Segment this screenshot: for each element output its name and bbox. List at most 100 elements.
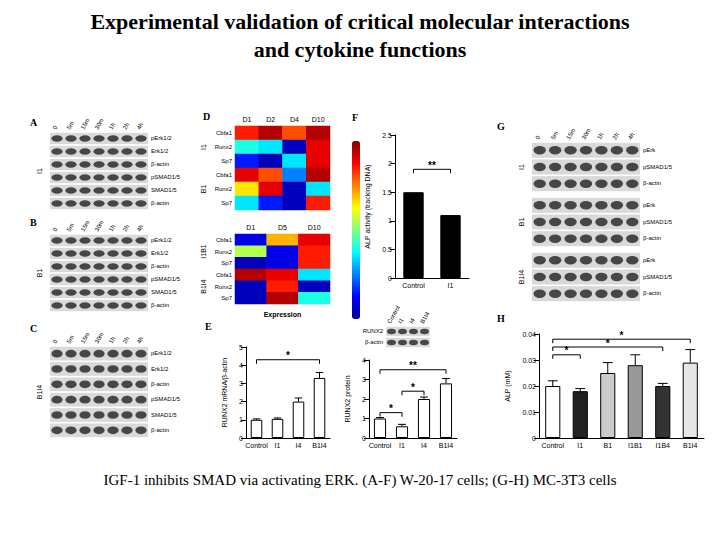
svg-text:Sp7: Sp7 [221, 200, 232, 206]
svg-text:D4: D4 [290, 116, 299, 123]
svg-text:β-actin: β-actin [151, 302, 169, 308]
svg-text:D10: D10 [308, 224, 321, 231]
svg-text:*: * [286, 350, 290, 361]
svg-text:I1: I1 [397, 317, 405, 325]
svg-text:0: 0 [52, 226, 59, 232]
svg-text:2.5: 2.5 [382, 132, 392, 139]
svg-text:0: 0 [388, 275, 392, 282]
svg-text:4h: 4h [136, 122, 145, 131]
svg-text:1: 1 [362, 415, 366, 422]
svg-text:Cbfa1: Cbfa1 [216, 172, 233, 178]
svg-text:I1: I1 [275, 442, 281, 449]
svg-text:4: 4 [239, 362, 243, 369]
svg-text:2h: 2h [612, 132, 621, 141]
svg-text:Runx2: Runx2 [215, 144, 233, 150]
svg-text:0.02: 0.02 [522, 383, 536, 390]
svg-text:15m: 15m [80, 219, 91, 232]
svg-text:Runx2: Runx2 [215, 186, 233, 192]
svg-text:pSMAD1/5: pSMAD1/5 [643, 274, 673, 280]
svg-text:0.03: 0.03 [522, 357, 536, 364]
svg-text:4h: 4h [136, 336, 145, 345]
svg-text:15m: 15m [565, 127, 576, 140]
svg-text:Erk1/2: Erk1/2 [151, 148, 169, 154]
svg-text:15m: 15m [80, 117, 91, 130]
svg-text:4h: 4h [627, 132, 636, 141]
svg-text:3: 3 [239, 380, 243, 387]
svg-text:30m: 30m [94, 331, 105, 344]
svg-text:E: E [205, 321, 212, 332]
svg-text:*: * [389, 403, 393, 414]
svg-text:B1I4: B1I4 [36, 385, 43, 400]
svg-text:B1I4: B1I4 [200, 279, 207, 294]
svg-text:3: 3 [362, 376, 366, 383]
svg-text:β-actin: β-actin [151, 427, 169, 433]
svg-text:0: 0 [52, 338, 59, 344]
svg-text:ALP activity (tracking DNA): ALP activity (tracking DNA) [364, 164, 372, 248]
svg-text:2h: 2h [122, 224, 131, 233]
svg-text:0: 0 [239, 435, 243, 442]
svg-text:Control: Control [369, 442, 392, 449]
svg-text:1h: 1h [108, 122, 117, 131]
svg-text:pSMAD1/5: pSMAD1/5 [151, 396, 181, 402]
svg-text:5m: 5m [66, 120, 75, 130]
svg-text:30m: 30m [94, 219, 105, 232]
svg-text:H: H [497, 313, 505, 324]
svg-text:pErk: pErk [643, 147, 656, 153]
svg-text:*: * [620, 330, 624, 341]
svg-text:C: C [30, 323, 37, 334]
svg-text:B1: B1 [200, 185, 207, 194]
svg-text:1h: 1h [596, 132, 605, 141]
svg-text:B1: B1 [518, 218, 525, 227]
svg-text:5: 5 [239, 344, 243, 351]
svg-text:pSMAD1/5: pSMAD1/5 [643, 219, 673, 225]
svg-text:I1: I1 [448, 282, 454, 289]
svg-text:I1B4: I1B4 [656, 442, 671, 449]
svg-text:pSMAD1/5: pSMAD1/5 [151, 276, 181, 282]
svg-text:Cbfa1: Cbfa1 [216, 237, 233, 243]
svg-text:D2: D2 [266, 116, 275, 123]
svg-text:SMAD1/5: SMAD1/5 [151, 412, 177, 418]
svg-text:Erk1/2: Erk1/2 [151, 366, 169, 372]
svg-text:5m: 5m [550, 130, 559, 140]
svg-text:β-actin: β-actin [151, 200, 169, 206]
svg-text:30m: 30m [581, 127, 592, 140]
svg-text:Runx2: Runx2 [215, 249, 233, 255]
svg-text:2h: 2h [122, 122, 131, 131]
svg-text:2: 2 [388, 160, 392, 167]
svg-text:0.5: 0.5 [382, 246, 392, 253]
svg-text:ALP (mM): ALP (mM) [504, 370, 512, 401]
svg-text:pErk: pErk [643, 202, 656, 208]
svg-text:2h: 2h [122, 336, 131, 345]
svg-text:pErk1/2: pErk1/2 [151, 350, 172, 356]
svg-text:RUNX2 protein: RUNX2 protein [344, 375, 352, 422]
svg-text:β-actin: β-actin [151, 381, 169, 387]
svg-text:4h: 4h [136, 224, 145, 233]
svg-text:pErk1/2: pErk1/2 [151, 135, 172, 141]
svg-text:B1I4: B1I4 [518, 270, 525, 285]
svg-text:*: * [411, 382, 415, 393]
svg-text:B1I4: B1I4 [439, 442, 454, 449]
svg-text:0.01: 0.01 [522, 409, 536, 416]
svg-text:Runx2: Runx2 [215, 284, 233, 290]
svg-text:30m: 30m [94, 117, 105, 130]
svg-text:15m: 15m [80, 331, 91, 344]
svg-text:0: 0 [52, 124, 59, 130]
svg-text:0.04: 0.04 [522, 331, 536, 338]
svg-text:B1I4: B1I4 [312, 442, 327, 449]
svg-text:1: 1 [239, 416, 243, 423]
svg-text:I1: I1 [200, 144, 207, 150]
svg-text:B: B [30, 217, 37, 228]
svg-text:Expression: Expression [264, 311, 302, 319]
svg-text:D10: D10 [312, 116, 325, 123]
svg-text:Cbfa1: Cbfa1 [216, 130, 233, 136]
svg-text:Control: Control [402, 282, 425, 289]
svg-text:β-actin: β-actin [643, 180, 661, 186]
svg-text:1.5: 1.5 [382, 189, 392, 196]
svg-text:B1: B1 [603, 442, 612, 449]
svg-text:I4: I4 [408, 317, 416, 325]
svg-text:A: A [30, 117, 38, 128]
svg-text:pSMAD1/5: pSMAD1/5 [643, 164, 673, 170]
svg-text:pErk1/2: pErk1/2 [151, 237, 172, 243]
svg-text:4: 4 [362, 357, 366, 364]
svg-text:1h: 1h [108, 336, 117, 345]
